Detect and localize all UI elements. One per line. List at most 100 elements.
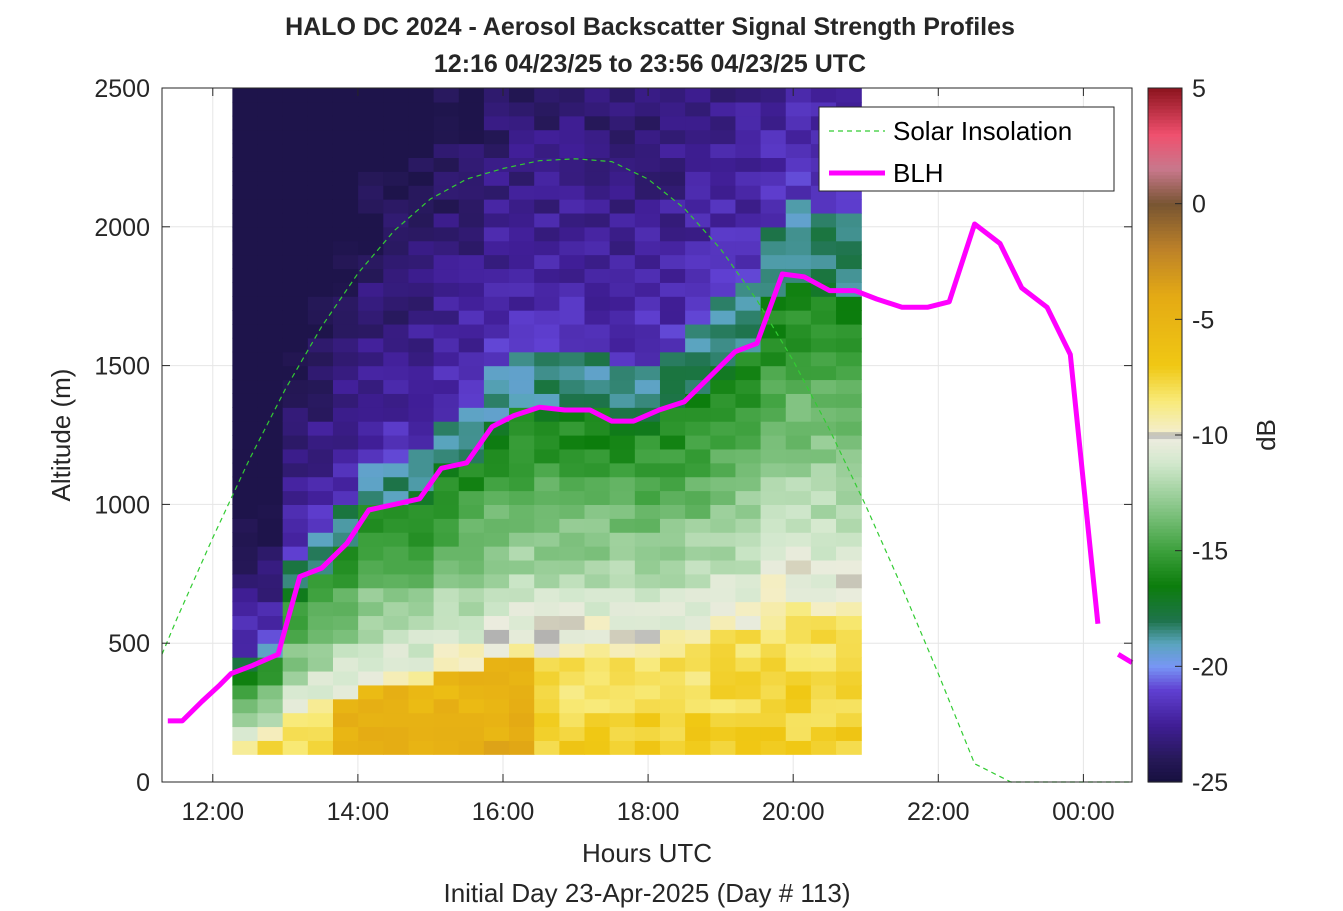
colorbar-segment: [1148, 167, 1182, 172]
heatmap-cell: [383, 740, 410, 755]
heatmap-cell: [559, 518, 586, 533]
colorbar-segment: [1148, 618, 1182, 623]
heatmap-cell: [685, 88, 711, 103]
heatmap-cell: [358, 573, 384, 589]
heatmap-cell: [735, 435, 762, 450]
heatmap-cell: [307, 546, 334, 561]
colorbar-segment: [1148, 261, 1182, 266]
heatmap-cell: [659, 615, 686, 630]
heatmap-cell: [433, 518, 460, 533]
heatmap-cell: [836, 310, 862, 325]
heatmap-cell: [810, 726, 837, 741]
colorbar-segment: [1148, 622, 1182, 627]
heatmap-cell: [659, 351, 686, 367]
heatmap-cell: [358, 310, 384, 325]
heatmap-cell: [408, 629, 435, 644]
heatmap-cell: [433, 115, 460, 131]
colorbar-segment: [1148, 757, 1182, 762]
heatmap-cell: [735, 365, 762, 381]
heatmap-cell: [836, 587, 862, 603]
heatmap-cell: [358, 476, 384, 492]
heatmap-cell: [332, 490, 359, 505]
heatmap-cell: [257, 615, 284, 630]
heatmap-cell: [609, 240, 636, 256]
heatmap-cell: [534, 740, 560, 755]
heatmap-cell: [483, 296, 510, 311]
heatmap-cell: [710, 143, 737, 158]
colorbar-tick-label: 5: [1192, 75, 1206, 103]
heatmap-cell: [785, 532, 812, 547]
heatmap-cell: [584, 393, 611, 408]
heatmap-cell: [358, 115, 384, 131]
heatmap-cell: [358, 254, 384, 270]
heatmap-cell: [383, 532, 410, 547]
heatmap-cell: [584, 157, 611, 172]
heatmap-cell: [785, 185, 812, 200]
heatmap-cell: [282, 407, 309, 422]
heatmap-cell: [458, 129, 485, 145]
heatmap-cell: [685, 601, 711, 617]
heatmap-cell: [710, 587, 737, 603]
heatmap-cell: [383, 559, 410, 575]
heatmap-cell: [735, 740, 762, 755]
x-tick-label: 12:00: [182, 798, 245, 826]
heatmap-cell: [307, 518, 334, 533]
heatmap-cell: [760, 199, 787, 214]
heatmap-cell: [458, 268, 485, 283]
colorbar-segment: [1148, 382, 1182, 388]
heatmap-cell: [232, 587, 259, 603]
heatmap-cell: [282, 254, 309, 270]
heatmap-cell: [710, 323, 737, 339]
heatmap-cell: [408, 587, 435, 603]
colorbar-segment: [1148, 258, 1182, 263]
heatmap-cell: [383, 337, 410, 353]
colorbar-segment: [1148, 441, 1182, 447]
heatmap-cell: [307, 323, 334, 339]
heatmap-cell: [257, 268, 284, 283]
heatmap-cell: [810, 448, 837, 464]
colorbar-segment: [1148, 695, 1182, 700]
colorbar-segment: [1148, 108, 1182, 113]
heatmap-cell: [659, 199, 686, 214]
heatmap-cell: [659, 684, 686, 700]
colorbar-segment: [1148, 153, 1182, 158]
heatmap-cell: [257, 684, 284, 700]
heatmap-cell: [659, 740, 686, 755]
heatmap-cell: [810, 490, 837, 505]
colorbar-segment: [1148, 299, 1182, 304]
heatmap-cell: [433, 337, 460, 353]
heatmap-cell: [609, 657, 636, 672]
colorbar-segment: [1148, 417, 1182, 422]
heatmap-cell: [232, 365, 259, 381]
heatmap-cell: [483, 643, 510, 658]
heatmap-cell: [609, 407, 636, 422]
heatmap-cell: [458, 726, 485, 741]
colorbar: 5 0 -5 -10 -15 -20 -25: [1147, 75, 1228, 797]
heatmap-cell: [710, 532, 737, 547]
heatmap-cell: [534, 282, 560, 297]
heatmap-cell: [634, 601, 661, 617]
heatmap-cell: [609, 587, 636, 603]
colorbar-segment: [1148, 171, 1182, 176]
colorbar-segment: [1148, 546, 1182, 551]
heatmap-cell: [358, 143, 384, 158]
heatmap-cell: [634, 448, 661, 464]
heatmap-cell: [534, 573, 560, 589]
heatmap-cell: [685, 337, 711, 353]
heatmap-cell: [483, 476, 510, 492]
heatmap-cell: [307, 157, 334, 172]
heatmap-cell: [458, 115, 485, 131]
heatmap-cell: [735, 504, 762, 519]
heatmap-cell: [509, 212, 535, 228]
colorbar-segment: [1148, 667, 1182, 672]
colorbar-segment: [1148, 750, 1182, 755]
heatmap-cell: [609, 698, 636, 714]
heatmap-cell: [307, 185, 334, 200]
heatmap-cell: [760, 379, 787, 394]
colorbar-segment: [1148, 469, 1182, 474]
heatmap-cell: [534, 101, 560, 117]
heatmap-cell: [534, 435, 560, 450]
heatmap-cell: [408, 601, 435, 617]
heatmap-cell: [659, 435, 686, 450]
heatmap-cell: [634, 504, 661, 519]
